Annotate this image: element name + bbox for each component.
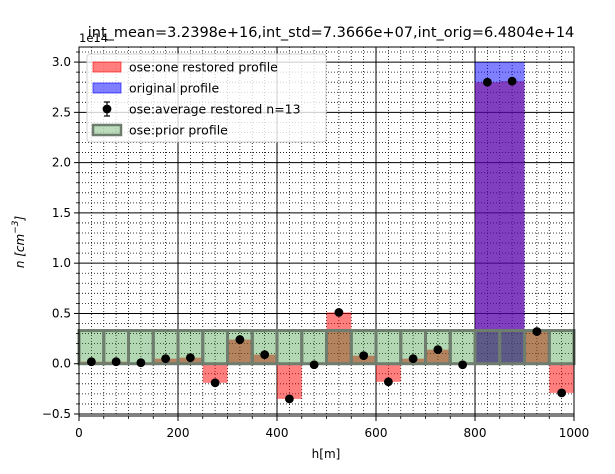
restored-profile-bar xyxy=(277,363,302,399)
average-restored-point xyxy=(161,354,171,364)
restored-profile-bar xyxy=(425,349,451,364)
average-restored-point xyxy=(482,77,492,87)
prior-profile-bar xyxy=(473,329,502,366)
legend-average-marker xyxy=(102,104,112,114)
legend-prior-swatch xyxy=(91,123,123,137)
x-tick-label: 1000 xyxy=(559,426,590,440)
x-tick-label: 800 xyxy=(464,426,487,440)
average-restored-point xyxy=(433,345,443,355)
legend-average-label: ose:average restored n=13 xyxy=(129,102,301,117)
y-tick-label: −0.5 xyxy=(42,407,71,421)
original-profile-bar xyxy=(499,62,525,364)
prior-profile-bar xyxy=(300,329,328,366)
prior-profile-bar xyxy=(275,329,304,366)
legend-restored-label: ose:one restored profile xyxy=(129,60,278,75)
restored-profile-bar xyxy=(376,363,401,382)
prior-profile-bar xyxy=(325,329,353,366)
prior-profile-bar xyxy=(201,329,229,366)
y-tick-label: 2.0 xyxy=(52,156,71,170)
average-restored-point xyxy=(86,357,96,367)
original-profile-bar xyxy=(475,62,500,364)
legend-original-label: original profile xyxy=(129,81,219,96)
average-restored-point xyxy=(334,308,344,317)
restored-profile-bar xyxy=(549,363,574,393)
average-restored-point xyxy=(136,358,146,368)
x-tick-label: 600 xyxy=(365,426,388,440)
y-tick-label: 1.5 xyxy=(52,206,71,220)
average-restored-point xyxy=(210,378,220,388)
legend-prior-label: ose:prior profile xyxy=(129,123,228,138)
restored-profile-bar xyxy=(252,354,277,364)
x-tick-label: 0 xyxy=(75,426,83,440)
y-tick-label: 1.0 xyxy=(52,256,71,270)
y-axis-label-exponent: −3 xyxy=(11,220,21,234)
prior-profile-bar xyxy=(127,329,155,366)
average-restored-point xyxy=(359,351,369,361)
average-restored-point xyxy=(557,388,567,398)
average-restored-point xyxy=(309,360,319,370)
y-tick-label: 0.5 xyxy=(52,306,71,320)
x-axis-label: h[m] xyxy=(312,447,341,461)
average-restored-point xyxy=(383,377,393,387)
legend-restored-swatch xyxy=(92,61,122,73)
average-restored-point xyxy=(458,360,468,370)
y-tick-label: 2.5 xyxy=(52,105,71,119)
legend-box xyxy=(86,53,327,143)
prior-profile-bar xyxy=(374,329,403,366)
x-tick-label: 200 xyxy=(167,426,190,440)
y-tick-label: 3.0 xyxy=(52,55,71,69)
average-restored-point xyxy=(235,335,245,344)
average-restored-point xyxy=(408,354,418,364)
average-restored-point xyxy=(284,394,294,404)
restored-profile-bar xyxy=(326,312,352,364)
restored-profile-bar xyxy=(524,331,550,364)
prior-profile-bar xyxy=(448,329,477,366)
prior-profile-bar xyxy=(547,329,576,366)
chart-title: int_mean=3.2398e+16,int_std=7.3666e+07,i… xyxy=(88,25,575,41)
average-restored-point xyxy=(111,357,121,367)
legend-original-swatch xyxy=(92,82,122,94)
y-tick-label: 0.0 xyxy=(52,357,71,371)
x-tick-label: 400 xyxy=(266,426,289,440)
prior-profile-bar xyxy=(498,329,526,366)
average-restored-point xyxy=(532,327,542,336)
average-restored-point xyxy=(185,353,195,363)
chart-legend: ose:one restored profile original profile… xyxy=(86,53,327,143)
y-axis-label: n [cm−3] xyxy=(11,216,27,269)
restored-profile-bar xyxy=(202,363,228,383)
average-restored-point xyxy=(507,76,517,86)
y-axis-offset-label: 1e14 xyxy=(79,31,108,45)
average-restored-point xyxy=(260,350,270,360)
